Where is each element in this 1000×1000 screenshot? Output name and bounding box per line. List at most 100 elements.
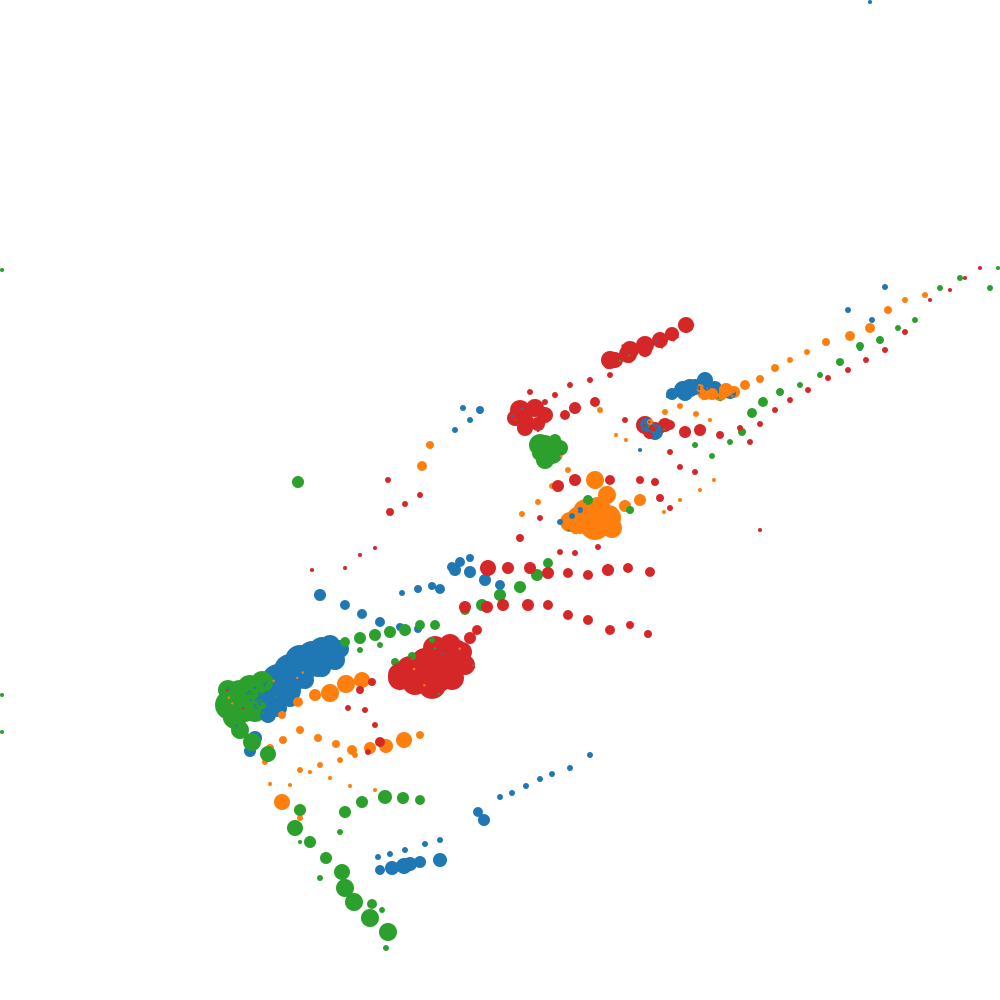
speckle-5-3-2 [540, 412, 544, 415]
speckle-1-5-0 [235, 724, 238, 727]
series-point-2-20 [339, 806, 351, 818]
series-point-3-46 [527, 389, 533, 395]
series-point-3-95 [638, 343, 652, 357]
speckle-6-0-2 [623, 346, 627, 349]
speckle-4-0-5 [532, 442, 536, 445]
series-point-0-15 [340, 600, 350, 610]
series-point-2-24 [415, 795, 425, 805]
series-point-1-58 [708, 418, 712, 422]
speckle-2-7-5 [423, 680, 427, 684]
speckle-8-1-0 [692, 386, 695, 389]
speckle-9-0-3 [703, 390, 706, 393]
series-point-0-17 [375, 617, 385, 627]
series-point-1-52 [614, 433, 618, 437]
series-point-1-36 [337, 675, 355, 693]
series-point-3-55 [672, 329, 678, 335]
speckle-1-5-3 [239, 719, 243, 722]
series-point-1-63 [268, 782, 272, 786]
series-point-3-74 [665, 420, 675, 430]
speckle-6-2-1 [660, 346, 664, 349]
speckle-0-12-0 [321, 673, 325, 676]
series-point-3-13 [368, 678, 376, 686]
speckle-10-3-4 [459, 651, 462, 654]
series-point-2-14 [345, 893, 363, 911]
series-point-2-1 [0, 693, 4, 697]
speckle-0-7-3 [325, 644, 329, 648]
speckle-9-0-5 [710, 394, 713, 397]
series-point-0-43 [428, 582, 436, 590]
series-point-3-50 [587, 377, 593, 383]
series-point-1-59 [712, 478, 716, 482]
speckle-0-13-4 [334, 656, 337, 659]
speckle-6-3-2 [609, 363, 612, 366]
series-point-3-14 [459, 601, 471, 613]
series-point-2-40 [532, 445, 548, 461]
speckle-10-0-0 [423, 643, 426, 646]
series-point-0-37 [402, 847, 408, 853]
speckle-1-5-2 [232, 713, 235, 716]
speckle-5-0-4 [521, 405, 524, 408]
series-point-0-10 [464, 566, 476, 578]
series-point-1-29 [822, 338, 830, 346]
speckle-0-8-5 [272, 700, 275, 703]
series-point-1-60 [698, 488, 702, 492]
speckle-7-0-1 [639, 418, 642, 421]
speckle-6-5-5 [683, 323, 686, 327]
series-point-2-6 [243, 733, 261, 751]
series-point-0-24 [523, 783, 529, 789]
series-point-2-23 [397, 792, 409, 804]
speckle-2-9-4 [448, 678, 452, 681]
speckle-4-3-3 [553, 449, 556, 452]
series-point-1-15 [594, 516, 606, 528]
series-point-1-31 [865, 323, 875, 333]
plot-marks [0, 0, 1000, 951]
speckle-6-4-3 [676, 335, 679, 339]
speckle-2-3-5 [444, 653, 447, 656]
speckle-3-3-0 [606, 505, 609, 508]
speckle-6-0-5 [621, 344, 624, 347]
series-point-3-85 [845, 367, 851, 373]
speckle-6-2-4 [658, 338, 661, 341]
series-point-0-65 [452, 427, 458, 433]
series-point-2-11 [320, 852, 332, 864]
series-point-2-22 [378, 790, 392, 804]
speckle-10-1-3 [458, 647, 461, 650]
speckle-1-0-1 [233, 693, 237, 696]
speckle-0-3-0 [283, 672, 286, 676]
series-point-0-26 [497, 794, 503, 800]
speckle-4-2-0 [536, 458, 539, 461]
series-point-3-22 [626, 621, 634, 629]
speckle-0-5-1 [308, 653, 311, 657]
speckle-2-5-4 [445, 678, 449, 681]
series-point-2-30 [399, 624, 411, 636]
speckle-1-2-5 [248, 690, 251, 693]
series-point-3-34 [537, 515, 543, 521]
speckle-5-2-1 [527, 421, 531, 425]
speckle-0-2-0 [265, 681, 268, 684]
speckle-5-2-5 [522, 419, 525, 422]
series-point-1-61 [678, 498, 682, 502]
series-point-2-27 [354, 632, 366, 644]
series-point-1-14 [583, 510, 593, 520]
speckle-3-5-3 [610, 521, 613, 524]
speckle-7-0-4 [642, 424, 645, 427]
series-point-1-27 [787, 357, 793, 363]
speckle-7-2-4 [661, 427, 664, 430]
series-point-2-58 [937, 285, 943, 291]
speckle-0-3-3 [287, 675, 290, 678]
series-point-2-61 [996, 266, 1000, 270]
series-point-1-26 [771, 364, 779, 372]
speckle-1-0-2 [229, 704, 232, 708]
series-point-3-42 [651, 478, 659, 486]
series-point-3-25 [502, 562, 514, 574]
speckle-0-2-4 [286, 684, 289, 688]
speckle-0-3-4 [291, 661, 294, 664]
speckle-7-3-3 [648, 431, 651, 435]
speckle-9-2-0 [730, 392, 733, 395]
series-point-3-30 [602, 564, 614, 576]
speckle-2-6-3 [434, 691, 437, 694]
speckle-2-8-0 [399, 678, 403, 681]
speckle-2-8-1 [392, 685, 395, 688]
speckle-9-2-2 [732, 387, 736, 391]
speckle-3-6-5 [566, 521, 569, 524]
